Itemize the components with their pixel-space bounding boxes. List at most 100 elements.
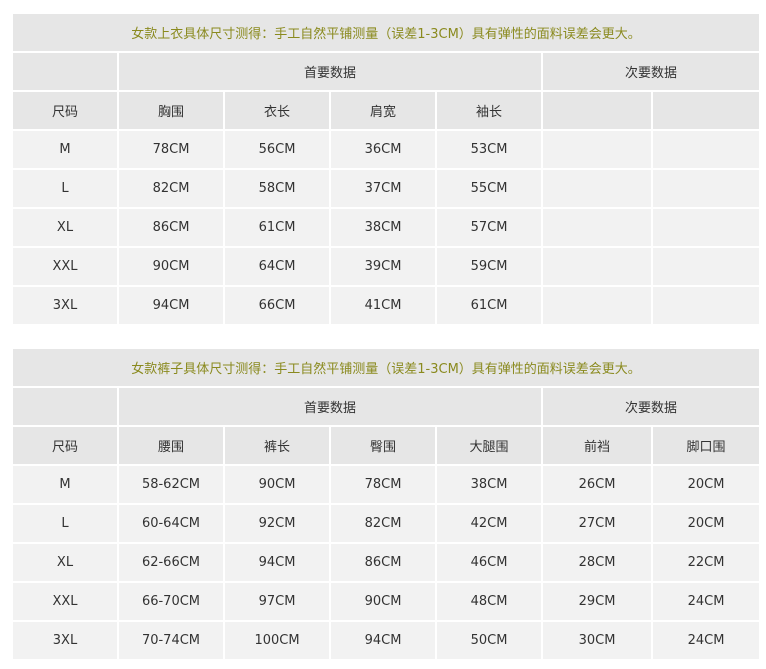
column-header bbox=[650, 90, 762, 131]
value-cell: 42CM bbox=[435, 503, 543, 544]
value-cell bbox=[650, 129, 762, 170]
column-header: 袖长 bbox=[435, 90, 543, 131]
column-header: 裤长 bbox=[223, 425, 331, 466]
value-cell: 61CM bbox=[223, 207, 331, 248]
blank-cell bbox=[11, 51, 119, 92]
size-cell: L bbox=[11, 503, 119, 544]
value-cell: 94CM bbox=[329, 620, 437, 661]
table-row: 3XL 94CM 66CM 41CM 61CM bbox=[11, 285, 762, 326]
value-cell: 46CM bbox=[435, 542, 543, 583]
size-cell: L bbox=[11, 168, 119, 209]
column-header bbox=[541, 90, 653, 131]
table-row: XXL 90CM 64CM 39CM 59CM bbox=[11, 246, 762, 287]
value-cell: 94CM bbox=[117, 285, 225, 326]
column-header: 衣长 bbox=[223, 90, 331, 131]
value-cell: 56CM bbox=[223, 129, 331, 170]
table-title: 女款上衣具体尺寸测得：手工自然平铺测量（误差1-3CM）具有弹性的面料误差会更大… bbox=[10, 12, 762, 53]
primary-data-header: 首要数据 bbox=[117, 51, 543, 92]
value-cell: 27CM bbox=[541, 503, 653, 544]
value-cell: 90CM bbox=[223, 464, 331, 505]
secondary-data-header: 次要数据 bbox=[540, 51, 762, 92]
value-cell: 60-64CM bbox=[117, 503, 225, 544]
value-cell: 20CM bbox=[650, 464, 762, 505]
value-cell: 50CM bbox=[435, 620, 543, 661]
value-cell bbox=[541, 207, 653, 248]
size-cell: 3XL bbox=[11, 620, 119, 661]
value-cell: 57CM bbox=[435, 207, 543, 248]
column-header: 尺码 bbox=[11, 425, 119, 466]
value-cell: 86CM bbox=[117, 207, 225, 248]
column-header: 大腿围 bbox=[435, 425, 543, 466]
value-cell bbox=[650, 168, 762, 209]
value-cell: 38CM bbox=[329, 207, 437, 248]
value-cell: 37CM bbox=[329, 168, 437, 209]
value-cell: 58CM bbox=[223, 168, 331, 209]
value-cell: 36CM bbox=[329, 129, 437, 170]
value-cell: 90CM bbox=[329, 581, 437, 622]
table-row: XXL 66-70CM 97CM 90CM 48CM 29CM 24CM bbox=[11, 581, 762, 622]
value-cell: 41CM bbox=[329, 285, 437, 326]
value-cell bbox=[541, 246, 653, 287]
column-header: 前裆 bbox=[541, 425, 653, 466]
value-cell: 38CM bbox=[435, 464, 543, 505]
primary-data-header: 首要数据 bbox=[117, 386, 543, 427]
value-cell: 55CM bbox=[435, 168, 543, 209]
top-size-table: 女款上衣具体尺寸测得：手工自然平铺测量（误差1-3CM）具有弹性的面料误差会更大… bbox=[10, 12, 762, 326]
value-cell: 58-62CM bbox=[117, 464, 225, 505]
value-cell: 28CM bbox=[541, 542, 653, 583]
value-cell: 62-66CM bbox=[117, 542, 225, 583]
value-cell: 24CM bbox=[650, 581, 762, 622]
size-cell: XL bbox=[11, 207, 119, 248]
value-cell: 82CM bbox=[329, 503, 437, 544]
secondary-data-header: 次要数据 bbox=[540, 386, 762, 427]
value-cell bbox=[541, 168, 653, 209]
value-cell: 29CM bbox=[541, 581, 653, 622]
value-cell: 78CM bbox=[117, 129, 225, 170]
value-cell: 90CM bbox=[117, 246, 225, 287]
value-cell: 70-74CM bbox=[117, 620, 225, 661]
size-cell: M bbox=[11, 464, 119, 505]
value-cell bbox=[541, 129, 653, 170]
value-cell: 30CM bbox=[541, 620, 653, 661]
table-row: M 78CM 56CM 36CM 53CM bbox=[11, 129, 762, 170]
blank-cell bbox=[11, 386, 119, 427]
value-cell: 100CM bbox=[223, 620, 331, 661]
table-row: XL 62-66CM 94CM 86CM 46CM 28CM 22CM bbox=[11, 542, 762, 583]
value-cell bbox=[650, 285, 762, 326]
value-cell: 82CM bbox=[117, 168, 225, 209]
table-row: L 82CM 58CM 37CM 55CM bbox=[11, 168, 762, 209]
size-cell: 3XL bbox=[11, 285, 119, 326]
size-cell: XL bbox=[11, 542, 119, 583]
column-header: 肩宽 bbox=[329, 90, 437, 131]
value-cell: 78CM bbox=[329, 464, 437, 505]
value-cell: 86CM bbox=[329, 542, 437, 583]
value-cell: 26CM bbox=[541, 464, 653, 505]
value-cell: 92CM bbox=[223, 503, 331, 544]
table-row: L 60-64CM 92CM 82CM 42CM 27CM 20CM bbox=[11, 503, 762, 544]
table-row: XL 86CM 61CM 38CM 57CM bbox=[11, 207, 762, 248]
column-header: 腰围 bbox=[117, 425, 225, 466]
value-cell: 53CM bbox=[435, 129, 543, 170]
value-cell: 66CM bbox=[223, 285, 331, 326]
value-cell bbox=[541, 285, 653, 326]
value-cell: 48CM bbox=[435, 581, 543, 622]
size-cell: XXL bbox=[11, 581, 119, 622]
value-cell: 66-70CM bbox=[117, 581, 225, 622]
value-cell: 97CM bbox=[223, 581, 331, 622]
column-header: 脚口围 bbox=[650, 425, 762, 466]
value-cell: 59CM bbox=[435, 246, 543, 287]
size-cell: M bbox=[11, 129, 119, 170]
value-cell bbox=[650, 246, 762, 287]
column-header: 胸围 bbox=[117, 90, 225, 131]
value-cell: 64CM bbox=[223, 246, 331, 287]
value-cell: 61CM bbox=[435, 285, 543, 326]
value-cell: 22CM bbox=[650, 542, 762, 583]
table-row: 3XL 70-74CM 100CM 94CM 50CM 30CM 24CM bbox=[11, 620, 762, 661]
pants-size-table: 女款裤子具体尺寸测得：手工自然平铺测量（误差1-3CM）具有弹性的面料误差会更大… bbox=[10, 347, 762, 661]
value-cell: 20CM bbox=[650, 503, 762, 544]
column-header: 臀围 bbox=[329, 425, 437, 466]
table-title: 女款裤子具体尺寸测得：手工自然平铺测量（误差1-3CM）具有弹性的面料误差会更大… bbox=[10, 347, 762, 388]
value-cell: 24CM bbox=[650, 620, 762, 661]
size-cell: XXL bbox=[11, 246, 119, 287]
value-cell: 39CM bbox=[329, 246, 437, 287]
